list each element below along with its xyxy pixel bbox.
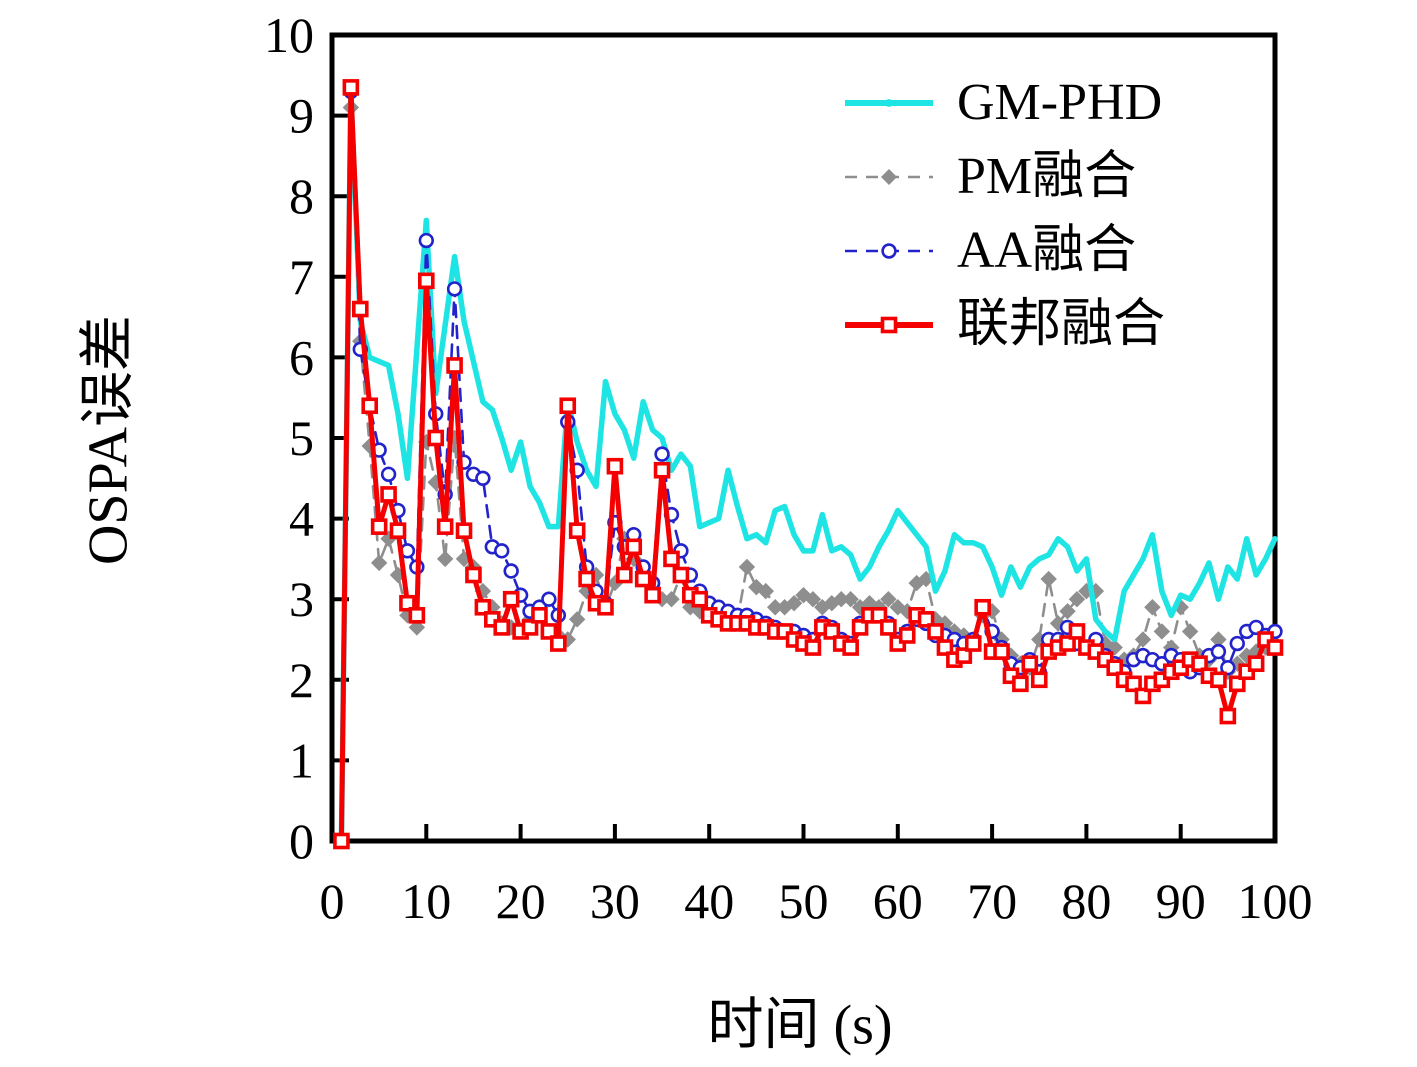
svg-text:7: 7	[289, 249, 314, 305]
svg-text:9: 9	[289, 88, 314, 144]
x-axis-label: 时间 (s)	[707, 994, 893, 1057]
svg-text:30: 30	[590, 873, 640, 929]
svg-text:5: 5	[289, 410, 314, 466]
svg-text:20: 20	[496, 873, 546, 929]
svg-text:40: 40	[684, 873, 734, 929]
svg-text:8: 8	[289, 168, 314, 224]
federated-fusion-line-sample-icon	[845, 316, 933, 334]
legend-label-pm-fusion: PM融合	[957, 148, 1137, 205]
legend-item-gm-phd: GM-PHD	[843, 66, 1165, 140]
svg-text:2: 2	[289, 652, 314, 708]
svg-text:0: 0	[320, 873, 345, 929]
legend-label-aa-fusion: AA融合	[957, 222, 1137, 279]
svg-text:0: 0	[289, 813, 314, 869]
svg-text:6: 6	[289, 329, 314, 385]
svg-text:50: 50	[779, 873, 829, 929]
svg-text:1: 1	[289, 732, 314, 788]
y-axis-label: OSPA误差	[77, 314, 140, 566]
legend-label-gm-phd: GM-PHD	[957, 74, 1163, 131]
svg-text:80: 80	[1061, 873, 1111, 929]
aa-fusion-line-sample-icon	[845, 243, 933, 259]
gm-phd-line-sample-icon	[845, 99, 933, 107]
legend: GM-PHD PM融合 AA融合 联邦融合	[843, 66, 1165, 362]
svg-text:10: 10	[264, 7, 314, 63]
svg-text:10: 10	[401, 873, 451, 929]
svg-text:90: 90	[1156, 873, 1206, 929]
svg-text:60: 60	[873, 873, 923, 929]
svg-text:100: 100	[1238, 873, 1313, 929]
svg-text:70: 70	[967, 873, 1017, 929]
svg-text:4: 4	[289, 491, 314, 547]
legend-item-federated-fusion: 联邦融合	[843, 288, 1165, 362]
pm-fusion-line-sample-icon	[845, 169, 933, 185]
legend-item-pm-fusion: PM融合	[843, 140, 1165, 214]
legend-label-federated-fusion: 联邦融合	[957, 296, 1166, 353]
legend-item-aa-fusion: AA融合	[843, 214, 1165, 288]
svg-text:3: 3	[289, 571, 314, 627]
